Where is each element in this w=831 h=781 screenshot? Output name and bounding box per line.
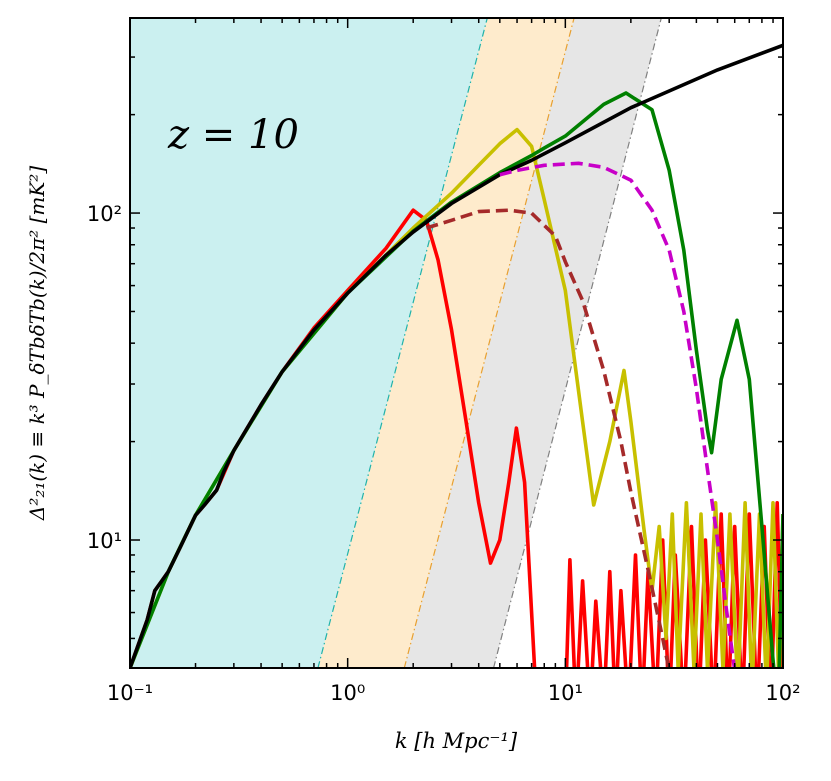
shaded-region	[317, 18, 575, 668]
x-tick-label: 10¹	[548, 681, 583, 705]
x-tick-label: 10⁻¹	[107, 681, 153, 705]
annotation: z = 10	[167, 112, 299, 158]
series-line	[425, 208, 671, 668]
shaded-region	[404, 18, 662, 668]
series-line	[499, 161, 737, 668]
plot-area	[130, 18, 783, 668]
y-axis-label: Δ²₂₁(k) ≡ k³ P_δTbδTb(k)/2π² [mK²]	[25, 166, 49, 521]
region-edge	[403, 18, 575, 668]
series-line	[130, 127, 783, 668]
y-tick-label: 10²	[87, 202, 122, 226]
x-axis-label: k [h Mpc⁻¹]	[395, 729, 518, 753]
shaded-region	[130, 18, 488, 668]
region-edge	[317, 18, 488, 668]
y-tick-label: 10¹	[87, 529, 122, 553]
series-line	[130, 43, 783, 668]
x-tick-label: 10⁰	[330, 681, 365, 705]
region-edge	[492, 18, 662, 668]
x-tick-label: 10²	[765, 681, 800, 705]
